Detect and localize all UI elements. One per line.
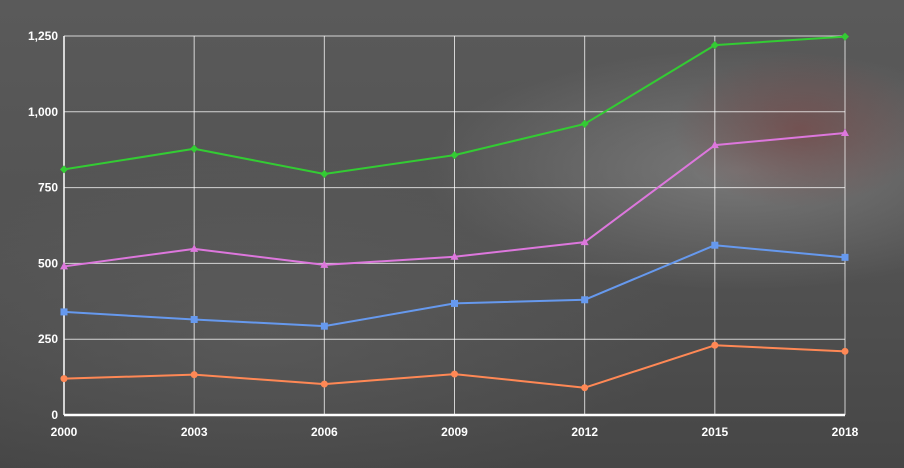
- data-point: [60, 375, 68, 383]
- data-point: [60, 165, 68, 174]
- data-point: [451, 299, 458, 307]
- x-tick-label: 2018: [832, 425, 859, 439]
- data-point: [841, 253, 849, 261]
- data-point: [60, 261, 68, 270]
- series-2: [60, 128, 849, 270]
- data-point: [450, 252, 459, 260]
- data-point: [190, 371, 198, 379]
- data-point: [320, 380, 328, 388]
- series-4: [60, 341, 849, 392]
- x-tick-label: 2003: [181, 425, 208, 439]
- data-point: [60, 308, 68, 316]
- y-tick-label: 250: [38, 332, 58, 346]
- data-point: [451, 370, 458, 378]
- data-point: [841, 32, 849, 41]
- y-tick-label: 500: [38, 256, 58, 270]
- data-point: [580, 119, 589, 128]
- y-tick-label: 1,000: [28, 105, 58, 119]
- data-point: [190, 244, 199, 252]
- data-point: [841, 347, 849, 355]
- series-1: [60, 32, 849, 178]
- x-tick-label: 2000: [51, 425, 78, 439]
- y-tick-label: 1,250: [28, 29, 58, 43]
- data-point: [711, 341, 719, 349]
- data-point: [190, 144, 199, 153]
- data-point: [581, 384, 589, 392]
- data-point: [711, 241, 719, 249]
- x-tick-label: 2009: [441, 425, 468, 439]
- series-group: [60, 32, 849, 392]
- x-tick-label: 2015: [701, 425, 728, 439]
- data-point: [320, 322, 328, 330]
- x-tick-label: 2006: [311, 425, 338, 439]
- tick-labels: 0 250 500 750 1,000 1,250 2000 2003 2006 2009 2012…: [28, 29, 859, 439]
- y-tick-label: 0: [51, 408, 58, 422]
- data-point: [710, 140, 719, 149]
- grid: [63, 35, 846, 415]
- data-point: [580, 237, 589, 246]
- axes: [63, 36, 845, 417]
- data-point: [581, 296, 589, 304]
- y-tick-label: 750: [38, 181, 58, 195]
- series-3: [60, 241, 849, 330]
- data-point: [710, 41, 719, 50]
- data-point: [320, 169, 329, 178]
- data-point: [320, 260, 329, 268]
- x-tick-label: 2012: [571, 425, 598, 439]
- data-point: [190, 315, 198, 323]
- data-point: [841, 128, 849, 137]
- data-point: [450, 151, 459, 160]
